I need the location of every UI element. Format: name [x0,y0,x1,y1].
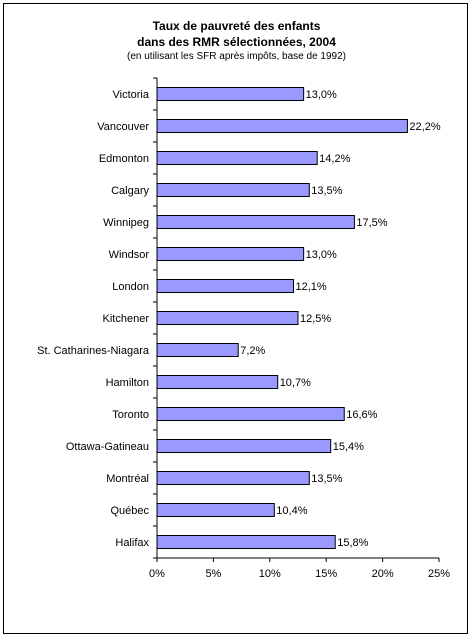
data-label: 15,8% [337,537,368,549]
category-label: Victoria [113,89,150,101]
data-label: 14,2% [319,153,350,165]
bar [156,151,318,165]
x-tick-label: 25% [428,568,450,580]
bar [156,439,332,453]
data-label: 7,2% [240,345,265,357]
bar [156,279,294,293]
bar [156,311,299,325]
category-label: Vancouver [97,121,149,133]
x-tick-label: 15% [315,568,337,580]
category-label: Québec [110,505,149,517]
x-tick-label: 10% [259,568,281,580]
chart-title: Taux de pauvreté des enfants [152,19,321,33]
data-label: 13,0% [306,249,337,261]
bar [156,215,355,229]
bar [156,375,279,389]
category-label: Kitchener [103,313,150,325]
category-label: Montréal [106,473,149,485]
data-label: 17,5% [356,217,387,229]
x-tick-label: 5% [205,568,221,580]
category-label: Windsor [109,249,150,261]
data-label: 15,4% [333,441,364,453]
category-label: Toronto [112,409,149,421]
category-label: Hamilton [106,377,149,389]
category-label: Halifax [115,537,149,549]
data-label: 10,4% [276,505,307,517]
category-label: St. Catharines-Niagara [37,345,150,357]
category-label: Winnipeg [103,217,149,229]
category-label: Edmonton [99,153,149,165]
data-label: 12,5% [300,313,331,325]
bar [156,503,275,517]
data-label: 10,7% [280,377,311,389]
bar [156,247,305,261]
bar [156,535,336,549]
data-label: 13,5% [311,473,342,485]
x-tick-label: 20% [372,568,394,580]
chart-title-line2: dans des RMR sélectionnées, 2004 [137,35,336,49]
bar [156,471,310,485]
bar [156,407,345,421]
category-label: London [112,281,149,293]
chart-subtitle: (en utilisant les SFR après impôts, base… [127,51,346,62]
data-label: 22,2% [409,121,440,133]
category-label: Calgary [111,185,149,197]
bar [156,183,310,197]
data-label: 13,0% [306,89,337,101]
data-label: 12,1% [295,281,326,293]
data-label: 16,6% [346,409,377,421]
bar [156,87,305,101]
data-label: 13,5% [311,185,342,197]
bar [156,119,408,133]
x-tick-label: 0% [149,568,165,580]
bar [156,343,239,357]
category-label: Ottawa-Gatineau [66,441,149,453]
